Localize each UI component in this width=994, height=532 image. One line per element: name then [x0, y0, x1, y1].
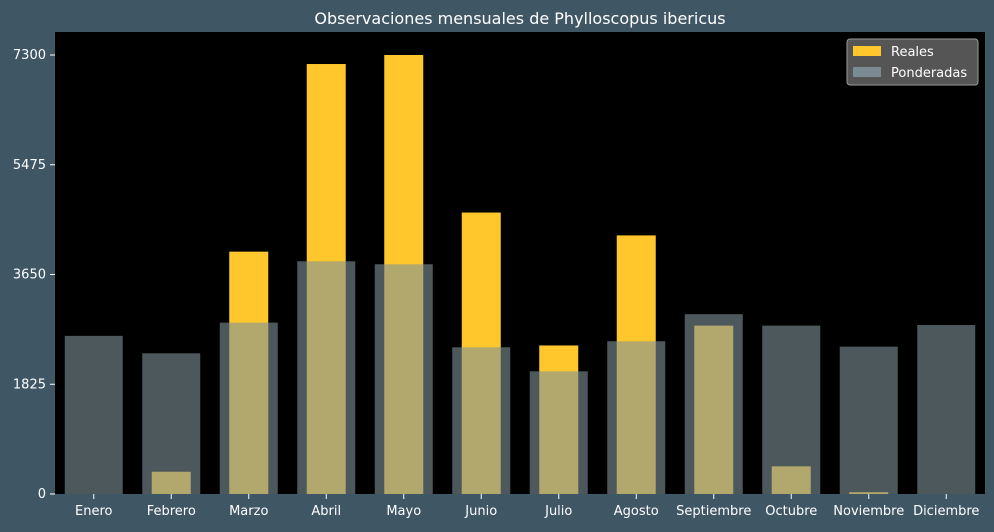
bar-ponderadas-diciembre	[917, 325, 976, 494]
legend-label-ponderadas: Ponderadas	[891, 66, 967, 81]
plot-area	[55, 32, 985, 494]
bar-ponderadas-abril	[297, 261, 356, 494]
legend-swatch-ponderadas	[853, 67, 881, 77]
x-tick-label: Enero	[75, 504, 113, 519]
y-tick-label: 0	[38, 487, 46, 502]
bar-ponderadas-julio	[529, 371, 588, 494]
bar-ponderadas-agosto	[607, 341, 666, 494]
legend: Reales Ponderadas	[846, 38, 979, 86]
bar-ponderadas-marzo	[219, 322, 278, 494]
y-tick-label: 5475	[13, 158, 46, 173]
x-tick-label: Septiembre	[676, 504, 751, 519]
x-tick-label: Noviembre	[833, 504, 904, 519]
legend-swatch-reales	[853, 46, 881, 56]
x-tick-label: Octubre	[765, 504, 817, 519]
chart-title: Observaciones mensuales de Phylloscopus …	[314, 9, 725, 28]
x-tick-label: Junio	[464, 504, 497, 519]
y-tick-label: 7300	[13, 48, 46, 63]
bar-ponderadas-octubre	[762, 325, 821, 494]
y-tick-label: 1825	[13, 377, 46, 392]
x-tick-label: Agosto	[614, 504, 659, 519]
legend-label-reales: Reales	[891, 45, 934, 60]
x-tick-label: Abril	[311, 504, 341, 519]
bar-ponderadas-mayo	[374, 264, 433, 494]
y-tick-label: 3650	[13, 268, 46, 283]
bar-ponderadas-enero	[64, 335, 123, 494]
bar-ponderadas-febrero	[142, 353, 201, 494]
bar-ponderadas-junio	[452, 347, 511, 494]
bar-ponderadas-septiembre	[684, 314, 743, 494]
bars-layer	[64, 55, 976, 495]
x-tick-label: Mayo	[386, 504, 421, 519]
bar-ponderadas-noviembre	[839, 346, 898, 494]
x-tick-label: Julio	[544, 504, 572, 519]
axes-layer: 0 1825 3650 5475 7300 Enero Febrero Marzo Abril M…	[13, 48, 980, 519]
x-tick-label: Diciembre	[913, 504, 979, 519]
x-tick-label: Marzo	[229, 504, 268, 519]
x-tick-label: Febrero	[147, 504, 196, 519]
